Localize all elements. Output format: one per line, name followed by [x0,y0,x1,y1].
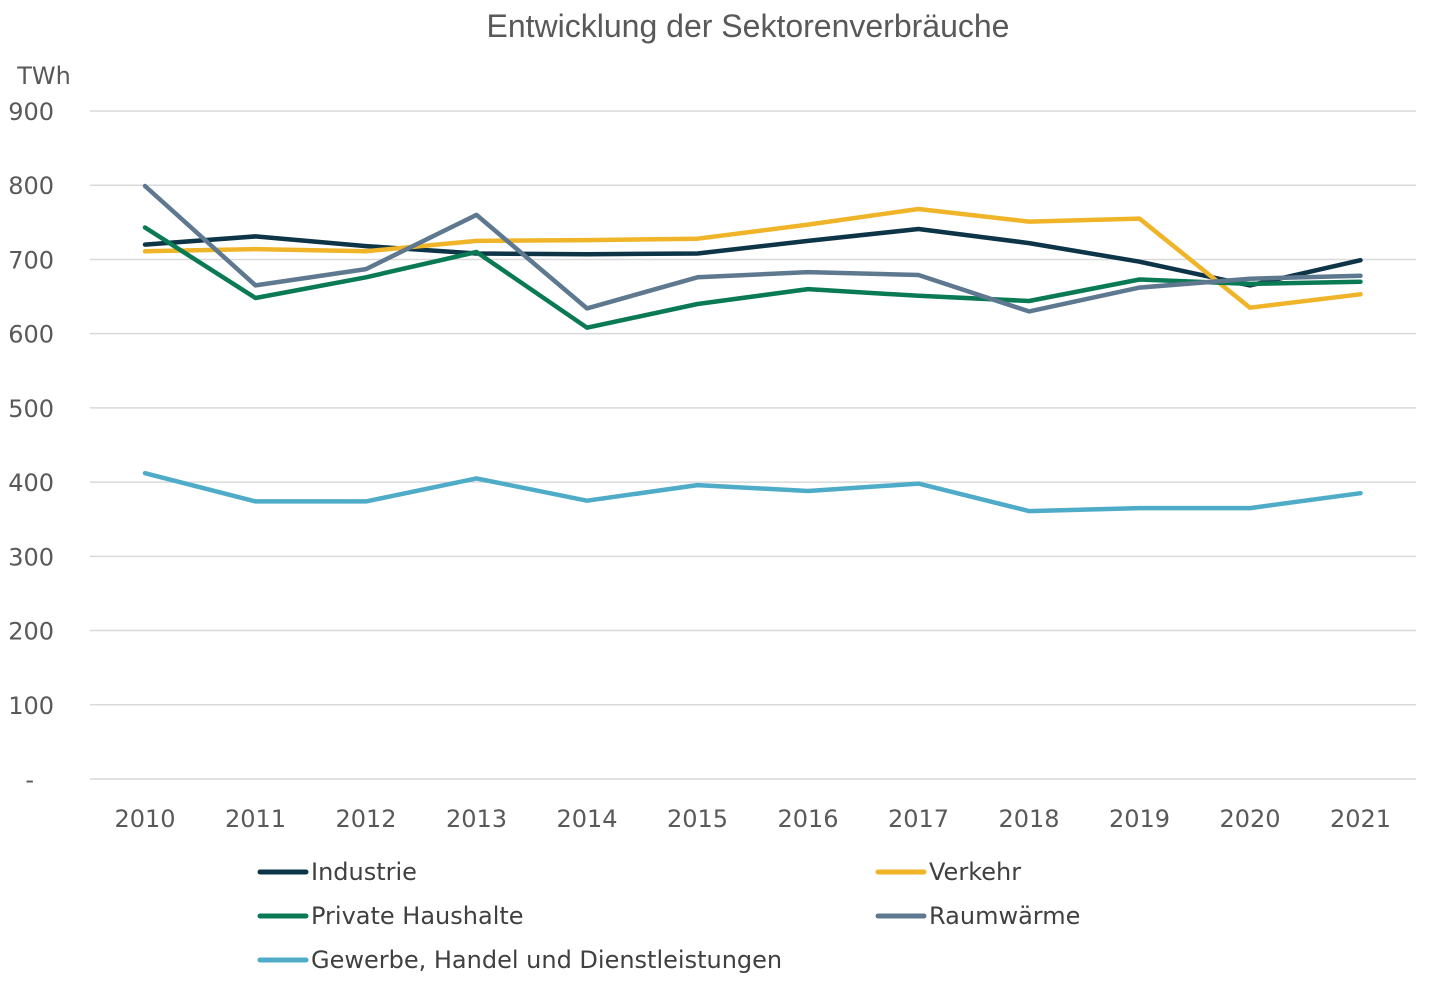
legend-label: Raumwärme [929,902,1080,930]
x-tick-label: 2014 [556,805,617,833]
y-tick-label: 800 [8,172,54,200]
chart-title: Entwicklung der Sektorenverbräuche [487,8,1010,44]
y-tick-label: - [25,766,34,794]
x-tick-label: 2020 [1219,805,1280,833]
legend-item: Industrie [257,858,417,886]
legend: Industrie Verkehr Private Haushalte Raumwär… [257,858,1080,974]
series-line-gewerbe-handel-und-dienstleistungen [142,470,1363,514]
x-tick-label: 2013 [446,805,507,833]
x-tick-label: 2021 [1330,805,1391,833]
legend-label: Industrie [311,858,417,886]
y-tick-label: 300 [8,543,54,571]
series-line-industrie [142,226,1363,288]
y-axis-tick-labels: - 100 200 300 400 500 600 700 800 900 [8,98,54,794]
x-tick-label: 2012 [335,805,396,833]
legend-item: Private Haushalte [257,902,524,930]
x-tick-label: 2016 [777,805,838,833]
x-tick-label: 2011 [225,805,286,833]
legend-label: Gewerbe, Handel und Dienstleistungen [311,946,782,974]
x-tick-label: 2019 [1109,805,1170,833]
series-lines [142,183,1363,514]
legend-label: Verkehr [929,858,1021,886]
legend-item: Gewerbe, Handel und Dienstleistungen [257,946,782,974]
legend-item: Verkehr [875,858,1021,886]
x-tick-label: 2018 [998,805,1059,833]
x-tick-label: 2017 [888,805,949,833]
series-line-verkehr [142,206,1363,310]
x-tick-label: 2010 [114,805,175,833]
y-tick-label: 100 [8,692,54,720]
y-tick-label: 700 [8,246,54,274]
y-axis-unit-label: TWh [16,62,71,90]
y-tick-label: 500 [8,395,54,423]
y-tick-label: 200 [8,618,54,646]
series-line-raumwärme [142,183,1363,314]
gridlines [90,110,1416,780]
y-tick-label: 600 [8,321,54,349]
y-tick-label: 400 [8,469,54,497]
x-axis-tick-labels: 2010 2011 2012 2013 2014 2015 2016 2017 2018 2019… [114,805,1391,833]
y-tick-label: 900 [8,98,54,126]
series-line-private-haushalte [142,225,1363,330]
legend-label: Private Haushalte [311,902,524,930]
x-tick-label: 2015 [667,805,728,833]
legend-item: Raumwärme [875,902,1080,930]
